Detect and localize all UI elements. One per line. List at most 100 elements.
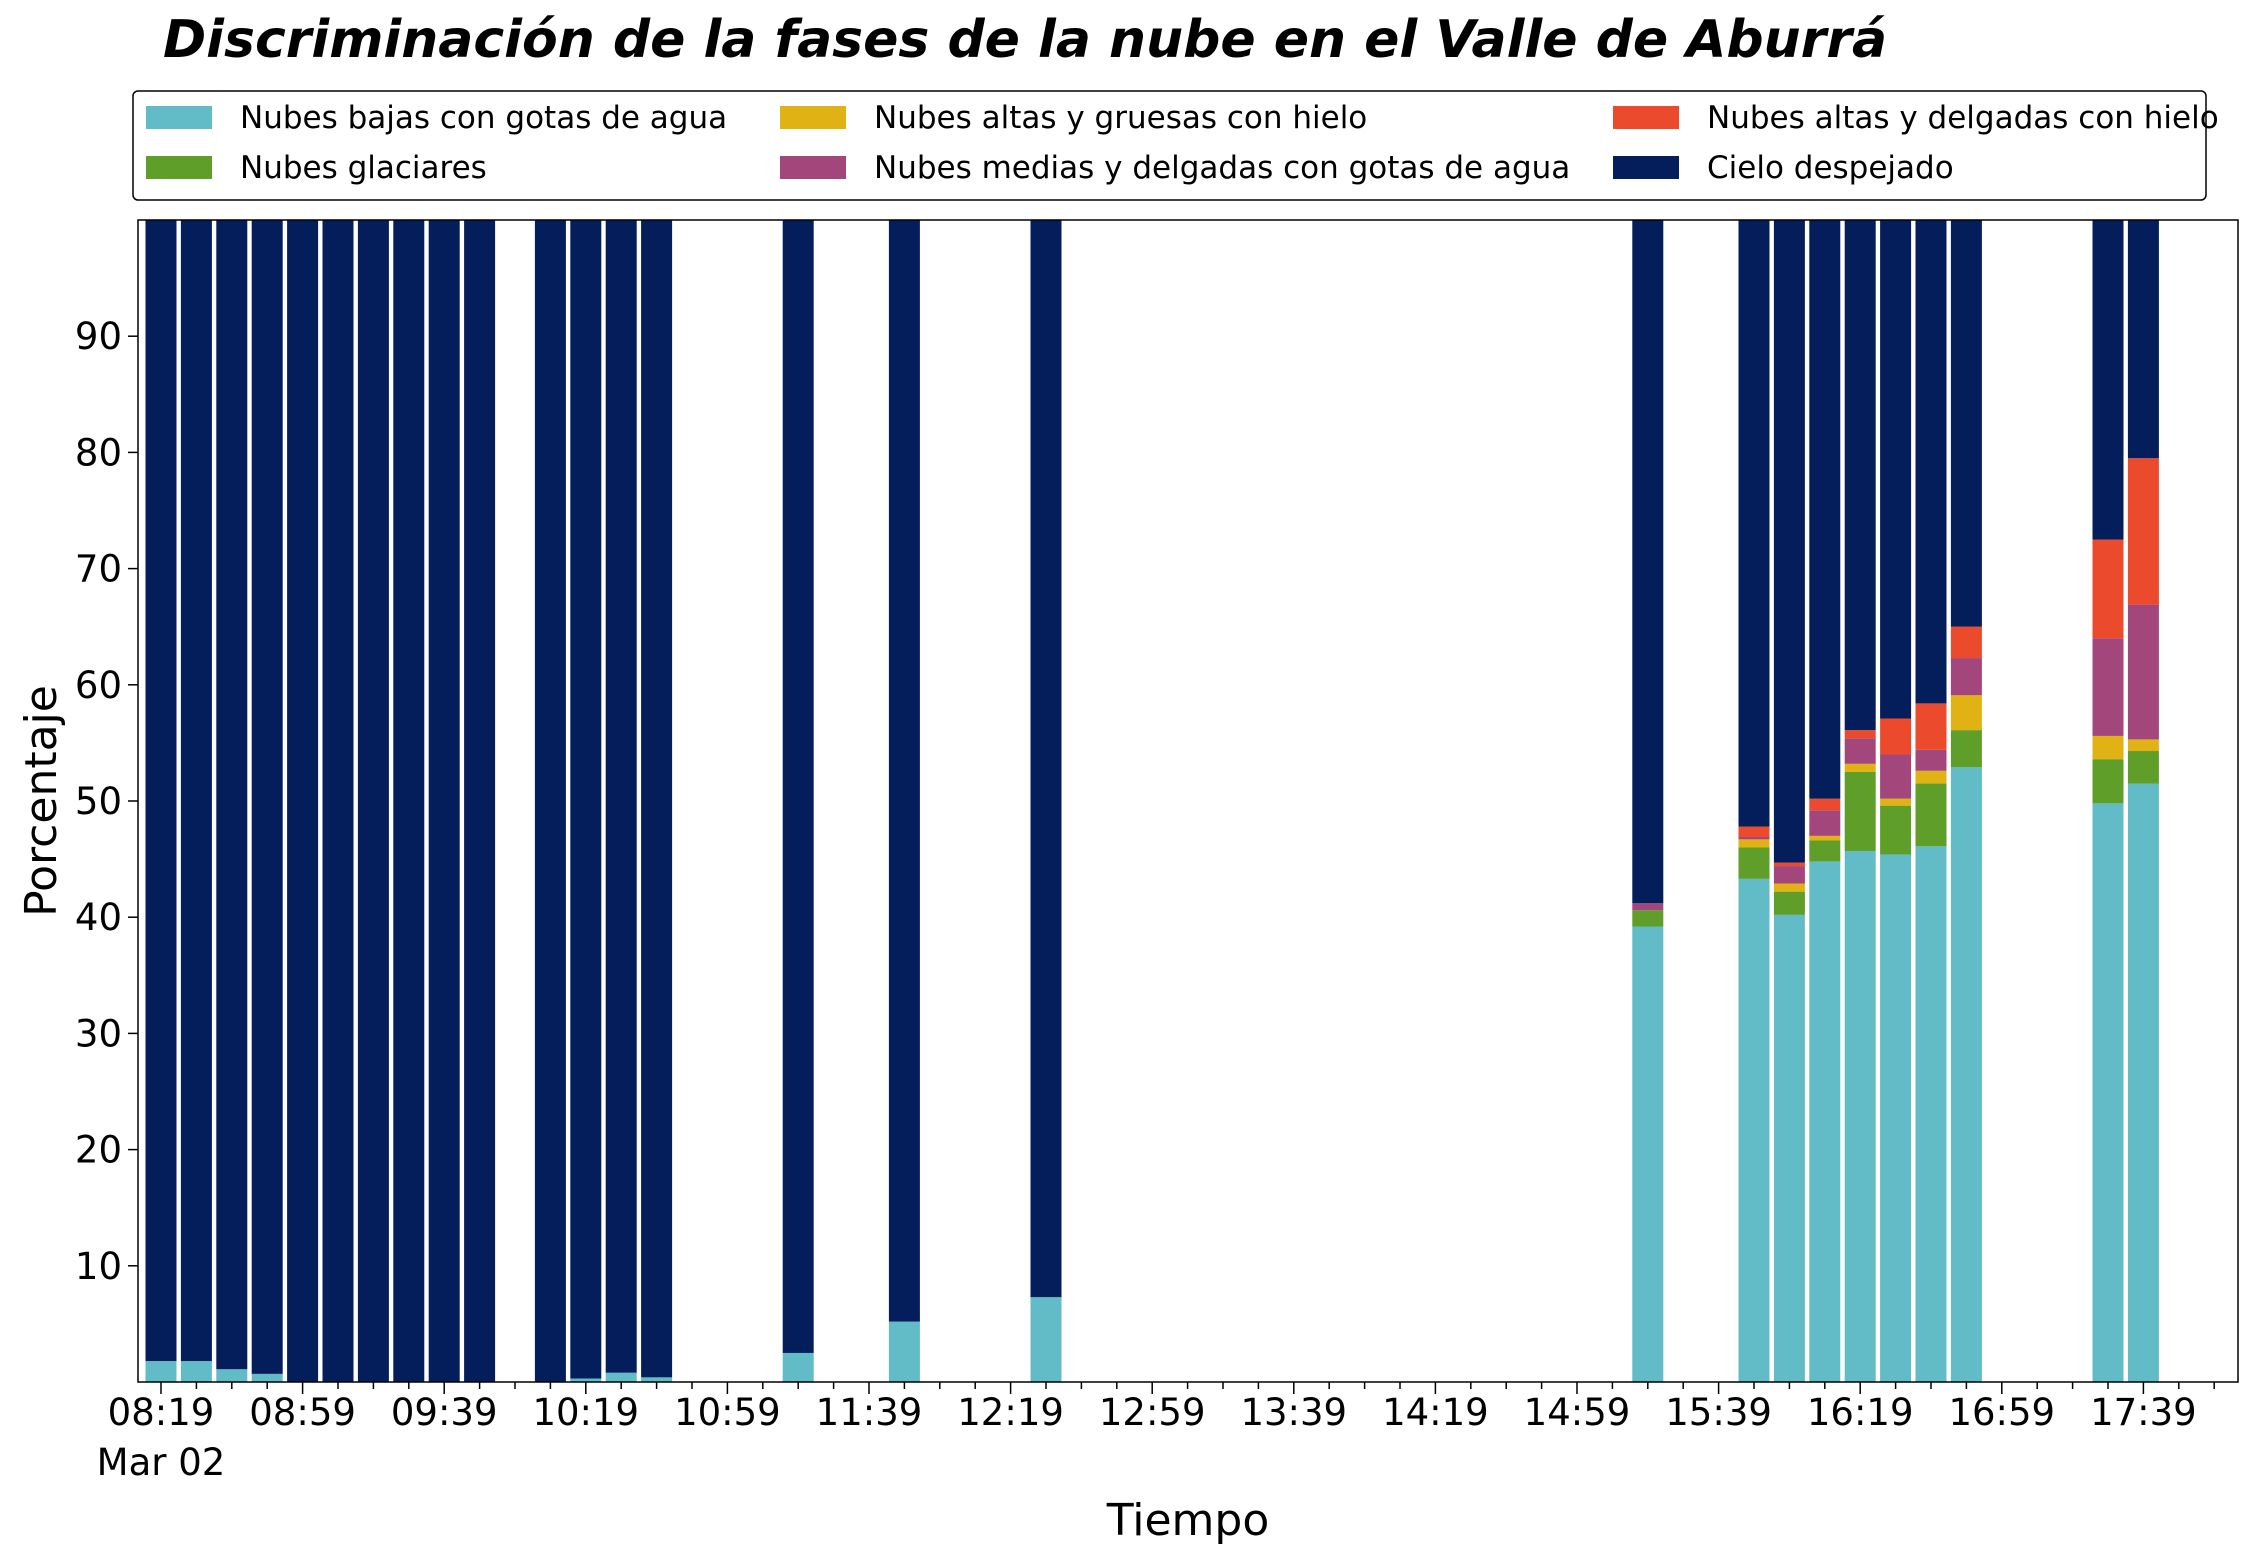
legend-label: Cielo despejado [1707, 150, 1954, 186]
x-tick-label: 13:39 [1240, 1391, 1347, 1434]
bar-segment-series-1 [1030, 1297, 1062, 1382]
bar-stack [1844, 220, 1876, 1382]
bar-segment-series-5 [2092, 539, 2124, 639]
bar-segment-series-6 [1030, 220, 1062, 1298]
bar-segment-series-4 [1844, 738, 1876, 764]
bar-stack [1738, 220, 1770, 1382]
legend-label: Nubes medias y delgadas con gotas de agu… [874, 150, 1570, 186]
bar-segment-series-1 [570, 1378, 602, 1382]
bar-segment-series-2 [1950, 730, 1982, 768]
bar-segment-series-5 [1773, 862, 1805, 867]
bar-stack [534, 220, 566, 1382]
x-tick-label: 17:39 [2090, 1391, 2197, 1434]
bar-segment-series-3 [1880, 798, 1912, 806]
legend-label: Nubes bajas con gotas de agua [240, 100, 727, 136]
bar-segment-series-1 [1773, 914, 1805, 1382]
bar-segment-series-4 [1632, 903, 1664, 911]
bar-stack [322, 220, 354, 1382]
bar-stack [1880, 220, 1912, 1382]
bar-segment-series-6 [464, 220, 496, 1382]
bar-segment-series-4 [1738, 837, 1770, 840]
x-tick-label: 12:59 [1099, 1391, 1206, 1434]
legend-item: Nubes bajas con gotas de agua [146, 100, 727, 136]
x-tick-label: 16:59 [1948, 1391, 2055, 1434]
bar-segment-series-6 [1809, 220, 1841, 799]
bar-stack [641, 220, 673, 1382]
bar-segment-series-1 [145, 1361, 177, 1382]
bar-segment-series-1 [605, 1372, 637, 1382]
legend-item: Nubes medias y delgadas con gotas de agu… [780, 150, 1570, 186]
x-tick-label: 11:39 [816, 1391, 923, 1434]
bar-segment-series-6 [2127, 220, 2159, 459]
bar-segment-series-6 [322, 220, 354, 1382]
bar-segment-series-6 [1844, 220, 1876, 731]
bars [145, 220, 2159, 1382]
legend-swatch [1613, 106, 1679, 129]
bar-segment-series-3 [1809, 835, 1841, 841]
bar-segment-series-2 [1773, 891, 1805, 915]
legend-swatch [780, 106, 846, 129]
legend-label: Nubes altas y delgadas con hielo [1707, 100, 2219, 136]
legend-frame [132, 90, 2207, 201]
bar-segment-series-1 [1844, 850, 1876, 1382]
x-tick-label: 10:59 [674, 1391, 781, 1434]
bar-segment-series-4 [1773, 866, 1805, 884]
bar-segment-series-2 [1632, 910, 1664, 927]
x-tick-label: 08:19 [108, 1391, 215, 1434]
bar-segment-series-4 [2127, 604, 2159, 740]
bar-segment-series-3 [1915, 770, 1947, 784]
x-tick-label: 10:19 [532, 1391, 639, 1434]
legend-item: Nubes altas y gruesas con hielo [780, 100, 1367, 136]
bar-segment-series-3 [1844, 763, 1876, 772]
chart-title: Discriminación de la fases de la nube en… [163, 10, 1887, 70]
bar-segment-series-6 [1632, 220, 1664, 904]
bar-segment-series-6 [1880, 220, 1912, 719]
legend-item: Cielo despejado [1613, 150, 1954, 186]
bar-segment-series-5 [2127, 458, 2159, 605]
bar-stack [570, 220, 602, 1382]
y-tick-label: 10 [75, 1245, 122, 1288]
bar-segment-series-6 [1950, 220, 1982, 627]
bar-segment-series-6 [428, 220, 460, 1382]
bar-segment-series-4 [1880, 754, 1912, 799]
legend-item: Nubes altas y delgadas con hielo [1613, 100, 2219, 136]
bar-stack [1950, 220, 1982, 1382]
bar-segment-series-5 [1844, 730, 1876, 739]
bar-segment-series-4 [1809, 810, 1841, 836]
legend-item: Nubes glaciares [146, 150, 487, 186]
bar-stack [782, 220, 814, 1382]
bar-segment-series-6 [357, 220, 389, 1382]
bar-segment-series-2 [2127, 751, 2159, 784]
bar-segment-series-5 [1950, 626, 1982, 659]
bar-stack [287, 220, 319, 1382]
bar-segment-series-1 [1738, 878, 1770, 1382]
bar-segment-series-2 [2092, 759, 2124, 804]
x-tick-label: 08:59 [249, 1391, 356, 1434]
legend-swatch [780, 156, 846, 179]
bar-segment-series-1 [216, 1369, 248, 1382]
x-tick-label: 12:19 [957, 1391, 1064, 1434]
bar-segment-series-1 [641, 1377, 673, 1382]
bar-segment-series-3 [2127, 739, 2159, 752]
bar-segment-series-2 [1738, 847, 1770, 879]
bar-segment-series-6 [1915, 220, 1947, 704]
x-axis-title: Tiempo [1106, 1495, 1270, 1546]
bar-stack [145, 220, 177, 1382]
bar-stack [2092, 220, 2124, 1382]
x-tick-label: 14:59 [1524, 1391, 1631, 1434]
bar-segment-series-6 [1738, 220, 1770, 827]
x-tick-label: 09:39 [391, 1391, 498, 1434]
y-tick-label: 40 [75, 896, 122, 939]
bar-segment-series-3 [2092, 735, 2124, 760]
y-tick-label: 70 [75, 548, 122, 591]
x-tick-label: 14:19 [1382, 1391, 1489, 1434]
bar-stack [888, 220, 920, 1382]
bar-segment-series-2 [1915, 783, 1947, 847]
bar-segment-series-3 [1738, 839, 1770, 848]
bar-segment-series-6 [216, 220, 248, 1370]
y-tick-label: 30 [75, 1012, 122, 1055]
bar-segment-series-3 [1773, 883, 1805, 892]
legend-label: Nubes altas y gruesas con hielo [874, 100, 1367, 136]
bar-segment-series-5 [1809, 798, 1841, 811]
bar-stack [1030, 220, 1062, 1382]
